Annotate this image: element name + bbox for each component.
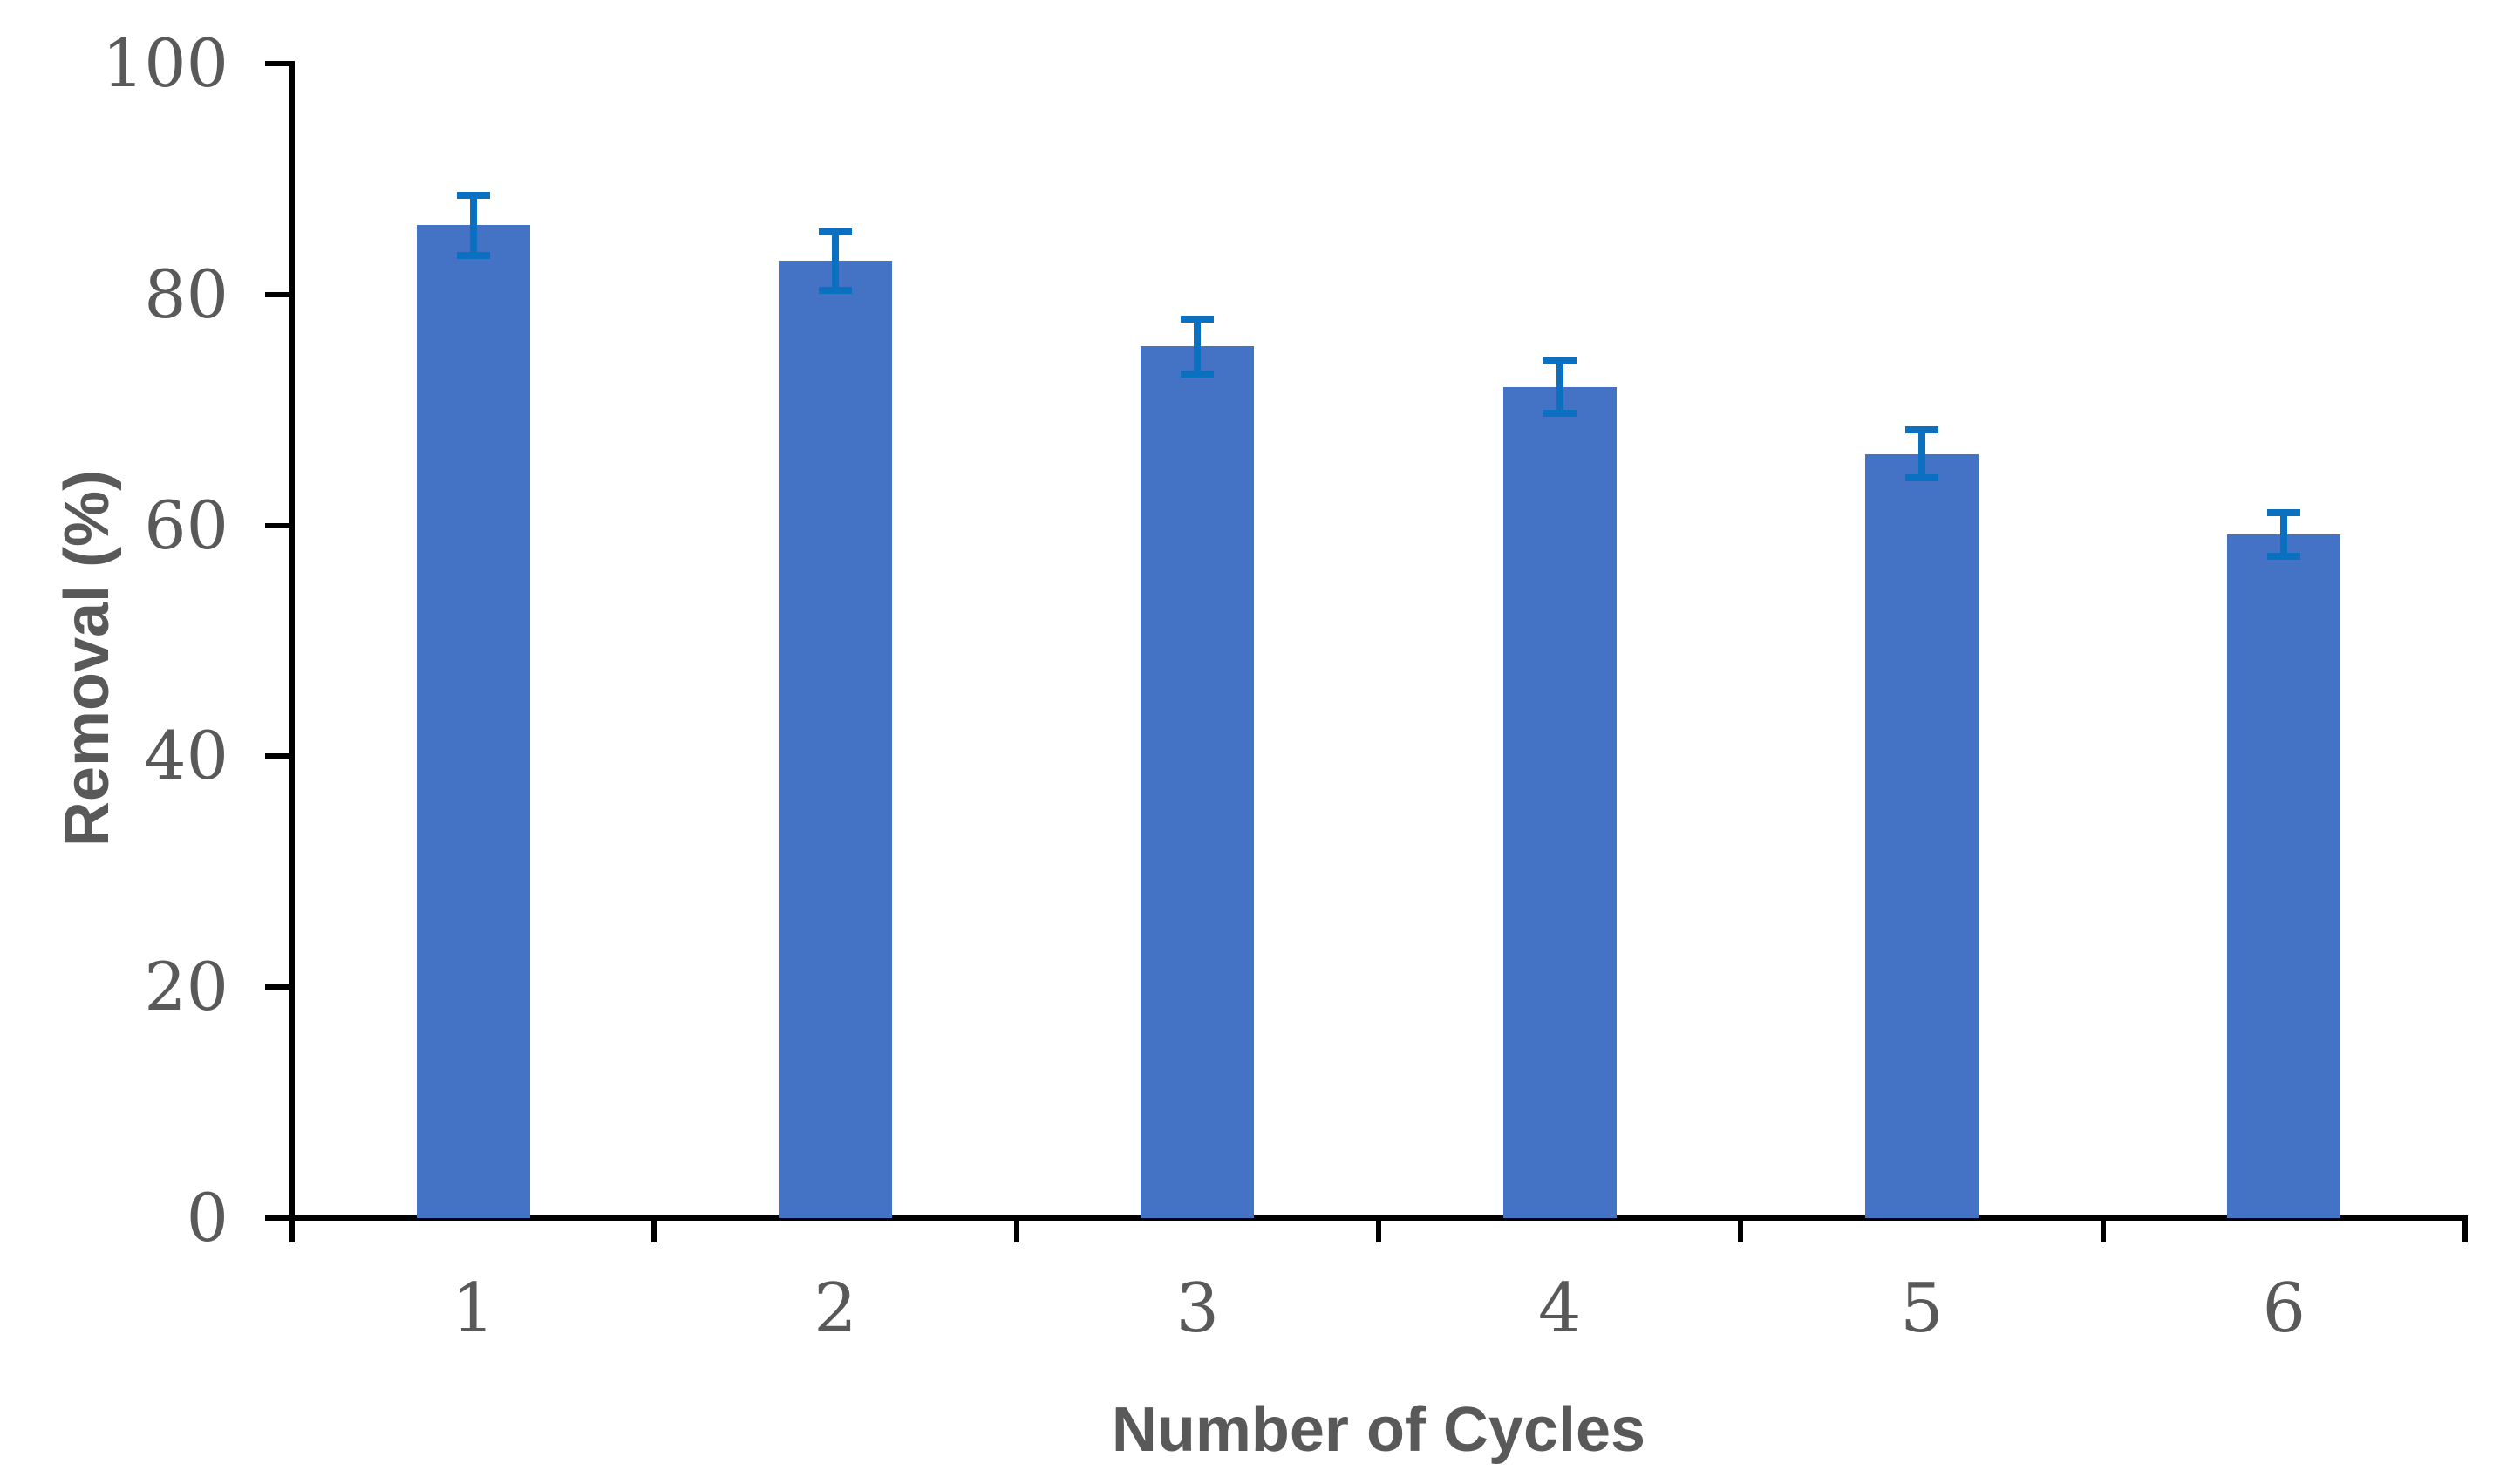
y-axis-title: Removal (%) — [52, 469, 122, 848]
y-axis-tick — [265, 984, 289, 990]
error-bar-top-cap — [1905, 425, 1938, 433]
bar — [779, 261, 892, 1218]
error-bar-top-cap — [819, 228, 852, 236]
y-axis-line — [289, 61, 295, 1221]
error-bar-bottom-cap — [2267, 553, 2301, 561]
error-bar-stem — [832, 232, 839, 290]
error-bar-bottom-cap — [1905, 474, 1938, 482]
y-axis-tick — [265, 522, 289, 528]
x-axis-tick-label: 1 — [451, 1270, 495, 1348]
y-axis-tick — [265, 61, 289, 66]
error-bar-top-cap — [456, 191, 490, 199]
x-axis-tick-label: 5 — [1900, 1270, 1944, 1348]
x-axis-tick — [2462, 1218, 2468, 1242]
bar — [1141, 346, 1255, 1218]
error-bar-bottom-cap — [819, 286, 852, 294]
x-axis-tick — [289, 1218, 295, 1242]
y-axis-tick-label: 40 — [144, 717, 228, 795]
x-axis-tick-label: 3 — [1175, 1270, 1220, 1348]
y-axis-tick-label: 20 — [144, 948, 228, 1026]
y-axis-tick-label: 0 — [186, 1179, 228, 1256]
error-bar-bottom-cap — [1543, 410, 1577, 418]
error-bar-bottom-cap — [1181, 371, 1215, 378]
x-axis-tick-label: 6 — [2262, 1270, 2306, 1348]
y-axis-tick-label: 100 — [101, 24, 228, 102]
x-axis-tick — [1738, 1218, 1744, 1242]
error-bar-stem — [2280, 513, 2288, 557]
x-axis-tick — [1376, 1218, 1381, 1242]
y-axis-tick — [265, 1215, 289, 1221]
error-bar-stem — [1556, 360, 1563, 414]
y-axis-tick — [265, 291, 289, 297]
y-axis-tick — [265, 753, 289, 759]
x-axis-tick-label: 4 — [1537, 1270, 1582, 1348]
y-axis-tick-label: 80 — [144, 255, 228, 333]
error-bar-top-cap — [1543, 357, 1577, 364]
error-bar-stem — [1918, 429, 1925, 479]
error-bar-top-cap — [2267, 509, 2301, 517]
error-bar-stem — [469, 194, 477, 255]
error-bar-bottom-cap — [456, 251, 490, 259]
x-axis-tick — [651, 1218, 657, 1242]
x-axis-title: Number of Cycles — [1111, 1395, 1646, 1465]
x-axis-tick — [1013, 1218, 1019, 1242]
y-axis-tick-label: 60 — [144, 486, 228, 564]
bar — [1502, 386, 1617, 1218]
x-axis-tick — [2100, 1218, 2106, 1242]
error-bar-top-cap — [1181, 315, 1215, 323]
bar — [416, 225, 530, 1218]
bar — [1865, 453, 1979, 1218]
x-axis-tick-label: 2 — [814, 1270, 857, 1348]
bar — [2227, 534, 2341, 1218]
error-bar-stem — [1194, 318, 1202, 375]
